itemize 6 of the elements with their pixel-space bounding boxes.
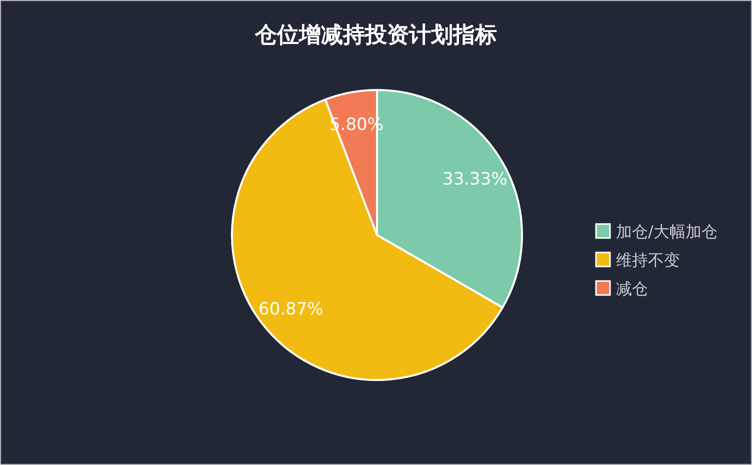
chart-title: 仓位增减持投资计划指标 bbox=[254, 23, 497, 48]
data-label: 33.33% bbox=[442, 169, 508, 190]
legend-label: 加仓/大幅加仓 bbox=[616, 222, 718, 241]
legend-label: 减仓 bbox=[616, 279, 648, 298]
legend-label: 维持不变 bbox=[616, 250, 680, 270]
data-label: 60.87% bbox=[258, 299, 324, 320]
